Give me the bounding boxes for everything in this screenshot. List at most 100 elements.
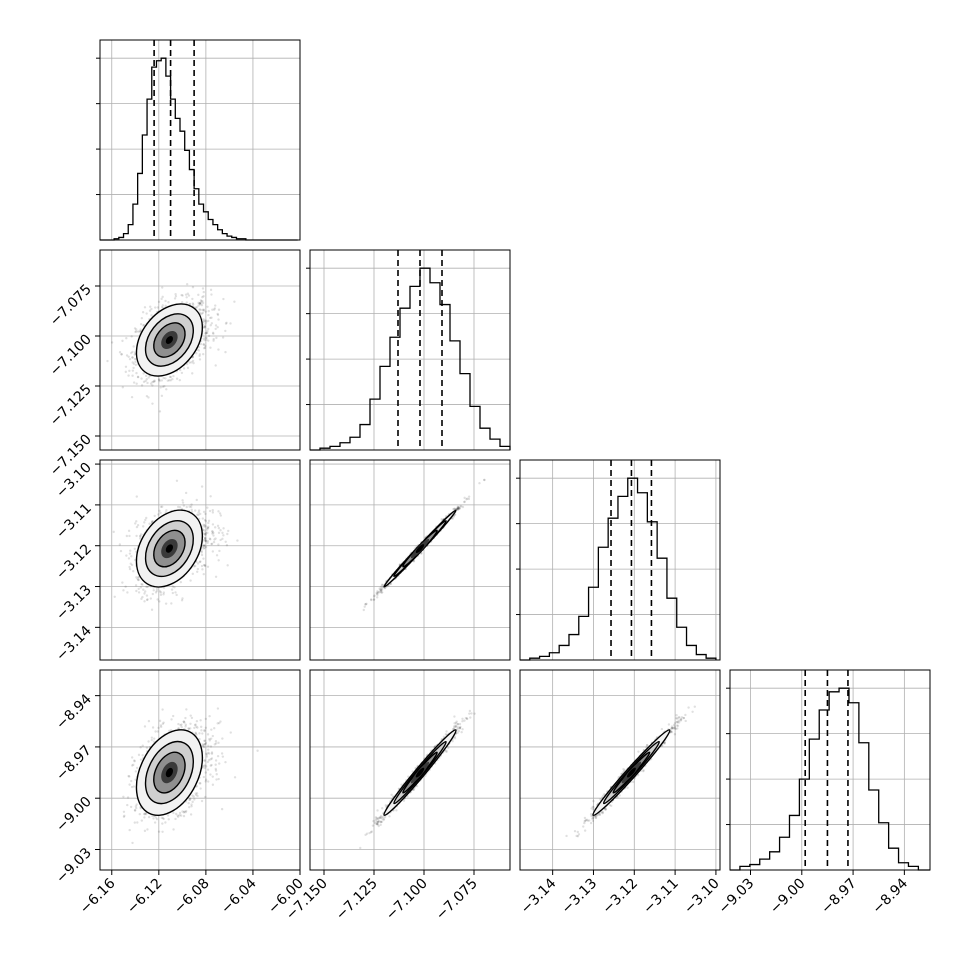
- scatter-point: [184, 725, 187, 728]
- scatter-point: [236, 539, 239, 542]
- scatter-point: [370, 598, 373, 602]
- scatter-point: [207, 780, 210, 783]
- scatter-point: [145, 516, 148, 520]
- scatter-point: [130, 563, 134, 567]
- scatter-point: [211, 523, 215, 526]
- scatter-point: [182, 811, 186, 814]
- scatter-point: [110, 341, 114, 344]
- scatter-point: [204, 532, 207, 536]
- scatter-point: [216, 707, 220, 710]
- scatter-point: [194, 723, 197, 726]
- scatter-point: [188, 798, 192, 801]
- scatter-point: [225, 321, 228, 325]
- scatter-point: [199, 787, 202, 790]
- scatter-point: [159, 511, 162, 515]
- scatter-point: [206, 526, 210, 530]
- scatter-point: [147, 396, 150, 399]
- scatter-point: [174, 295, 178, 298]
- scatter-point: [193, 726, 196, 730]
- scatter-point: [180, 371, 184, 375]
- scatter-point: [202, 764, 205, 768]
- scatter-point: [168, 375, 172, 379]
- scatter-point: [131, 369, 135, 372]
- scatter-point: [193, 798, 196, 801]
- scatter-point: [217, 510, 220, 513]
- scatter-point: [204, 539, 208, 543]
- density-peak: [165, 544, 174, 553]
- scatter-point: [122, 810, 126, 813]
- scatter-point: [137, 578, 140, 582]
- scatter-point: [177, 727, 180, 730]
- scatter-point: [196, 562, 200, 565]
- scatter-point: [145, 312, 148, 315]
- scatter-point: [191, 800, 194, 804]
- scatter-point: [139, 322, 143, 326]
- scatter-point: [201, 732, 204, 735]
- scatter-point: [224, 350, 227, 354]
- scatter-point: [136, 375, 140, 379]
- scatter-point: [206, 539, 210, 543]
- scatter-point: [381, 591, 384, 594]
- scatter-point: [152, 740, 156, 743]
- scatter-point: [179, 814, 183, 817]
- scatter-point: [213, 526, 217, 529]
- scatter-point: [190, 803, 193, 806]
- scatter-point: [174, 292, 177, 296]
- scatter-point: [203, 742, 207, 746]
- scatter-point: [129, 805, 133, 809]
- scatter-point: [132, 570, 135, 573]
- scatter-point: [209, 288, 213, 292]
- scatter-point: [157, 513, 160, 516]
- scatter-point: [180, 599, 184, 602]
- scatter-point: [205, 336, 208, 340]
- scatter-point: [155, 817, 159, 821]
- scatter-point: [129, 562, 132, 565]
- scatter-point: [186, 292, 190, 295]
- scatter-point: [136, 375, 140, 379]
- scatter-point: [165, 388, 168, 391]
- scatter-point: [214, 739, 218, 743]
- scatter-point: [205, 320, 208, 323]
- scatter-point: [206, 768, 210, 771]
- scatter-point: [133, 759, 136, 763]
- scatter-point: [135, 328, 138, 331]
- scatter-point: [211, 532, 214, 535]
- scatter-point: [186, 366, 190, 370]
- scatter-point: [197, 304, 200, 307]
- scatter-point: [206, 331, 209, 335]
- scatter-point: [162, 817, 165, 821]
- scatter-point: [204, 519, 208, 523]
- scatter-point: [177, 722, 180, 726]
- scatter-point: [130, 395, 134, 399]
- scatter-point: [178, 506, 182, 509]
- scatter-point: [145, 598, 149, 602]
- scatter-point: [159, 593, 163, 597]
- scatter-point: [202, 544, 205, 547]
- scatter-point: [159, 725, 163, 729]
- scatter-point: [420, 552, 423, 555]
- scatter-point: [214, 759, 218, 762]
- scatter-point: [123, 814, 126, 818]
- scatter-point: [188, 798, 191, 802]
- scatter-point: [143, 592, 146, 595]
- scatter-point: [202, 547, 205, 550]
- scatter-point: [209, 495, 212, 498]
- scatter-point: [189, 813, 193, 816]
- scatter-point: [211, 783, 215, 786]
- marginal-histogram-1: [306, 249, 511, 451]
- scatter-point: [207, 744, 210, 748]
- scatter-point: [455, 507, 459, 510]
- scatter-point: [203, 319, 206, 322]
- scatter-point: [195, 793, 198, 797]
- scatter-point: [133, 821, 137, 824]
- scatter-point: [204, 726, 208, 729]
- scatter-point: [192, 361, 195, 365]
- scatter-point: [183, 721, 186, 724]
- scatter-point: [213, 727, 216, 730]
- scatter-point: [208, 714, 211, 718]
- scatter-point: [209, 757, 213, 761]
- scatter-point: [210, 316, 213, 319]
- panel-frame: [519, 459, 721, 661]
- scatter-point: [187, 727, 190, 730]
- scatter-point: [181, 597, 184, 600]
